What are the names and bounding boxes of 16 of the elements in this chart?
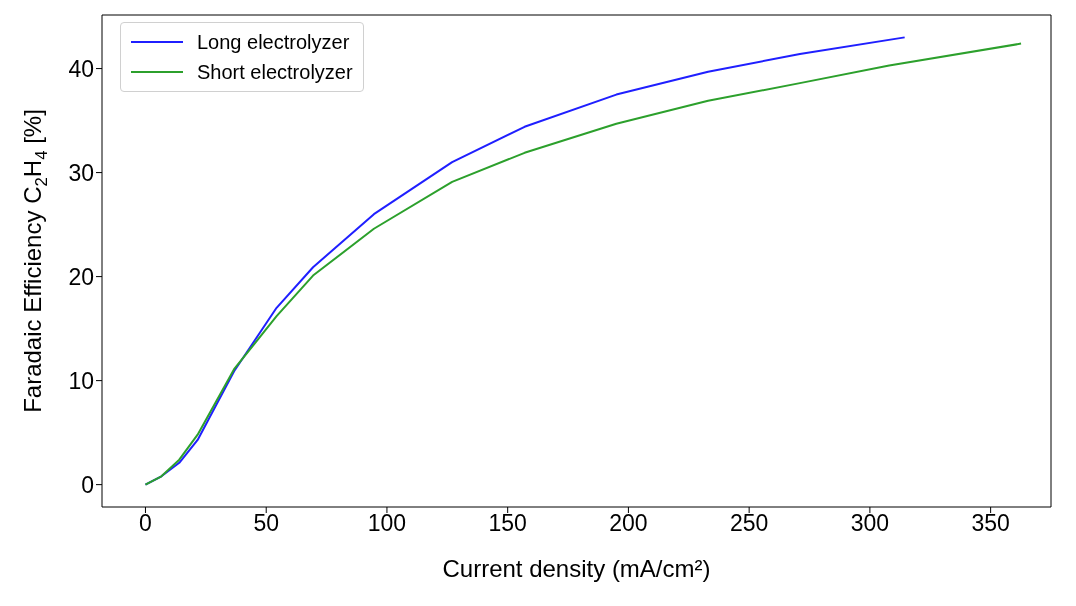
y-tick-label: 0 bbox=[81, 471, 94, 498]
y-tick-label: 30 bbox=[68, 159, 94, 186]
x-tick-label: 200 bbox=[609, 510, 648, 537]
x-axis-title: Current density (mA/cm²) bbox=[442, 555, 711, 582]
x-tick-label: 250 bbox=[729, 510, 769, 537]
x-tick-label: 0 bbox=[139, 510, 152, 537]
x-tick-label: 150 bbox=[488, 510, 527, 537]
y-tick-label: 20 bbox=[68, 263, 94, 290]
x-tick-label: 50 bbox=[253, 510, 279, 537]
y-tick-label: 40 bbox=[68, 55, 94, 82]
y-tick-label: 10 bbox=[68, 367, 94, 394]
x-tick-label: 350 bbox=[971, 510, 1010, 537]
legend-label: Short electrolyzer bbox=[197, 60, 353, 84]
x-tick-label: 100 bbox=[367, 510, 407, 537]
legend-label: Long electrolyzer bbox=[197, 30, 350, 54]
x-tick-label: 300 bbox=[850, 510, 890, 537]
